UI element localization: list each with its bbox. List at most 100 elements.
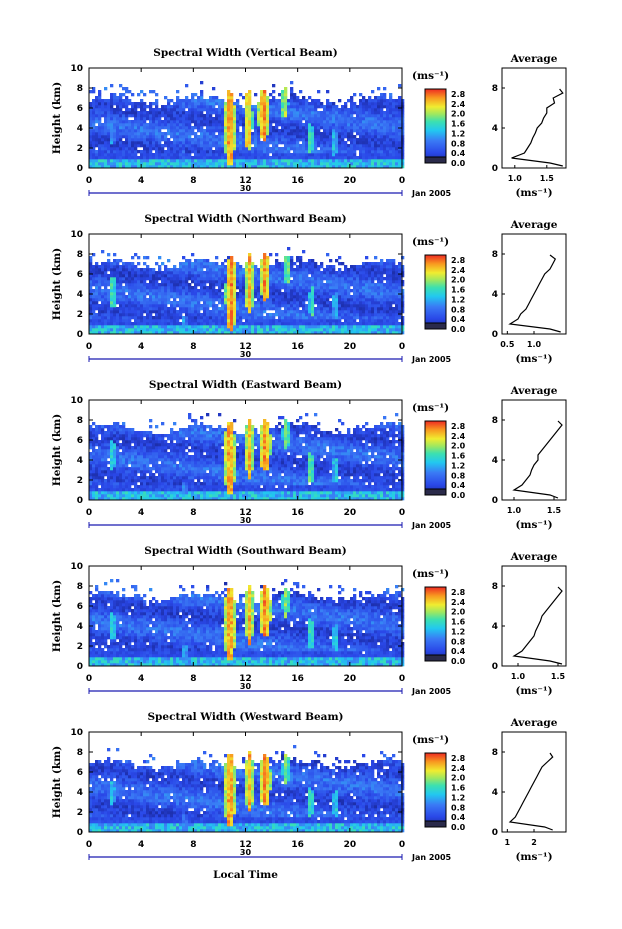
heatmap-cell: [194, 156, 198, 160]
heatmap-cell: [215, 144, 219, 148]
heatmap-cell: [350, 99, 354, 103]
heatmap-cell: [386, 268, 390, 272]
heatmap-cell: [332, 150, 336, 154]
heatmap-cell: [401, 319, 405, 323]
heatmap-cell: [356, 120, 360, 124]
heatmap-cell: [158, 150, 162, 154]
heatmap-cell: [269, 141, 273, 145]
heatmap-cell: [377, 141, 381, 145]
heatmap-cell: [110, 301, 114, 305]
x-tick-label: 0: [86, 342, 92, 352]
heatmap-cell: [113, 274, 117, 278]
heatmap-cell: [320, 165, 324, 169]
heatmap-cell: [317, 123, 321, 127]
heatmap-cell: [353, 277, 357, 281]
heatmap-cell: [359, 268, 363, 272]
heatmap-cell: [194, 316, 198, 320]
heatmap-cell: [191, 274, 195, 278]
heatmap-cell: [170, 331, 174, 335]
heatmap-cell: [149, 304, 153, 308]
heatmap-cell: [113, 114, 117, 118]
heatmap-cell: [326, 144, 330, 148]
heatmap-cell: [311, 117, 315, 121]
heatmap-cell: [287, 108, 291, 112]
heatmap-cell: [194, 262, 198, 266]
heatmap-cell: [182, 141, 186, 145]
heatmap-cell: [329, 325, 333, 329]
heatmap-cell: [302, 165, 306, 169]
heatmap-cell: [320, 159, 324, 163]
heatmap-cell: [143, 277, 147, 281]
heatmap-cell: [251, 277, 255, 281]
heatmap-cell: [140, 319, 144, 323]
heatmap-cell: [245, 117, 249, 121]
heatmap-cell: [293, 307, 297, 311]
heatmap-cell: [266, 289, 270, 293]
heatmap-cell: [179, 310, 183, 314]
heatmap-cell: [272, 304, 276, 308]
heatmap-cell: [104, 159, 108, 163]
heatmap-cell: [149, 102, 153, 106]
heatmap-cell: [230, 274, 234, 278]
heatmap-cell: [245, 150, 249, 154]
heatmap-cell: [302, 325, 306, 329]
heatmap-cell: [236, 292, 240, 296]
heatmap-cell: [173, 153, 177, 157]
heatmap-cell: [218, 301, 222, 305]
y-tick-label: 4: [77, 290, 83, 300]
heatmap-cell: [212, 141, 216, 145]
heatmap-cell: [110, 268, 114, 272]
heatmap-cell: [176, 289, 180, 293]
heatmap-cell: [176, 283, 180, 287]
heatmap-cell: [101, 159, 105, 163]
heatmap-cell: [89, 165, 93, 169]
heatmap-cell: [347, 132, 351, 136]
heatmap-cell: [95, 262, 99, 266]
heatmap-cell: [98, 99, 102, 103]
heatmap-cell: [248, 292, 252, 296]
heatmap-cell: [242, 120, 246, 124]
heatmap-cell: [281, 105, 285, 109]
heatmap-cell: [341, 301, 345, 305]
heatmap-cell: [386, 114, 390, 118]
heatmap-cell: [230, 120, 234, 124]
heatmap-cell: [353, 141, 357, 145]
heatmap-cell: [368, 268, 372, 272]
heatmap-cell: [386, 147, 390, 151]
heatmap-cell: [110, 156, 114, 160]
heatmap-cell: [344, 310, 348, 314]
heatmap-cell: [326, 289, 330, 293]
heatmap-cell: [371, 162, 375, 166]
heatmap-cell: [149, 90, 153, 94]
heatmap-cell: [236, 265, 240, 269]
heatmap-cell: [380, 108, 384, 112]
heatmap-cell: [401, 120, 405, 124]
heatmap-cell: [326, 138, 330, 142]
heatmap-cell: [254, 271, 258, 275]
heatmap-cell: [317, 265, 321, 269]
heatmap-cell: [206, 102, 210, 106]
heatmap-cell: [311, 274, 315, 278]
heatmap-cell: [401, 316, 405, 320]
heatmap-cell: [182, 319, 186, 323]
heatmap-cell: [128, 328, 132, 332]
heatmap-cell: [206, 274, 210, 278]
heatmap-cell: [293, 319, 297, 323]
heatmap-cell: [116, 310, 120, 314]
heatmap-cell: [260, 108, 264, 112]
heatmap-cell: [113, 165, 117, 169]
heatmap-cell: [140, 102, 144, 106]
heatmap-cell: [128, 313, 132, 317]
heatmap-cell: [377, 295, 381, 299]
heatmap-cell: [122, 99, 126, 103]
heatmap-cell: [230, 304, 234, 308]
heatmap-cell: [158, 111, 162, 115]
heatmap-cell: [350, 289, 354, 293]
heatmap-cell: [125, 135, 129, 139]
heatmap-cell: [227, 301, 231, 305]
heatmap-cell: [386, 304, 390, 308]
heatmap-cell: [329, 301, 333, 305]
heatmap-cell: [95, 117, 99, 121]
heatmap-cell: [119, 84, 123, 88]
heatmap-cell: [251, 135, 255, 139]
